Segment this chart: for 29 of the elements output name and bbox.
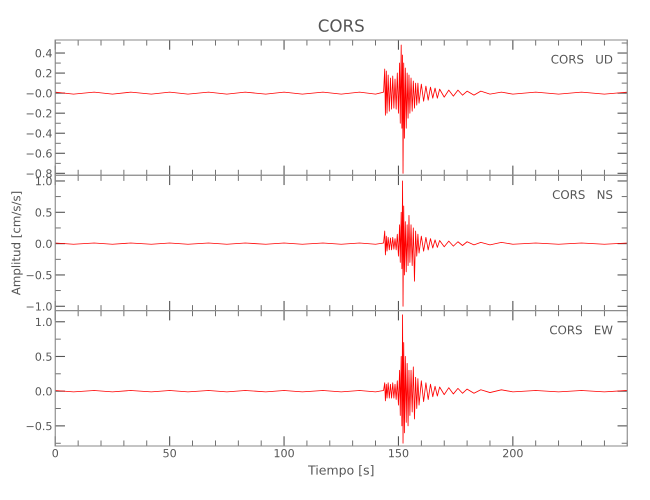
x-tick-label: 0 <box>52 448 58 458</box>
x-tick-label: 50 <box>163 448 176 458</box>
y-tick-label: 0.5 <box>36 208 52 217</box>
y-tick-label: 0.0 <box>36 387 52 396</box>
x-tick-label: 200 <box>503 448 523 458</box>
y-tick-label: −0.6 <box>26 149 52 158</box>
x-axis-title: Tiempo [s] <box>308 465 374 478</box>
line-series <box>55 180 628 307</box>
y-tick-label: −0.8 <box>26 169 52 178</box>
annotation: CORS EW <box>550 325 613 334</box>
y-tick-label: 0.0 <box>36 240 52 248</box>
y-tick-label: −0.4 <box>26 129 52 138</box>
x-tick-label: 150 <box>389 448 408 458</box>
y-tick-label: −0.2 <box>26 109 52 118</box>
y-tick-label: 0.5 <box>36 352 52 361</box>
y-tick-label: −0.0 <box>26 89 52 98</box>
annotation: CORS NS <box>552 190 612 200</box>
y-tick-label: −1.0 <box>26 302 52 311</box>
y-tick-label: 0.4 <box>36 49 52 58</box>
chart-title: CORS <box>318 19 364 32</box>
y-tick-label: 1.0 <box>36 176 52 186</box>
x-tick-label: 100 <box>274 448 294 458</box>
y-tick-label: 0.2 <box>36 69 52 78</box>
y-tick-label: −0.5 <box>26 422 52 430</box>
y-tick-label: 1.0 <box>36 318 52 326</box>
y-axis-title: Amplitud [cm/s/s] <box>11 192 23 296</box>
y-tick-label: −0.5 <box>26 270 52 280</box>
line-series <box>55 314 628 444</box>
annotation: CORS UD <box>551 54 612 64</box>
